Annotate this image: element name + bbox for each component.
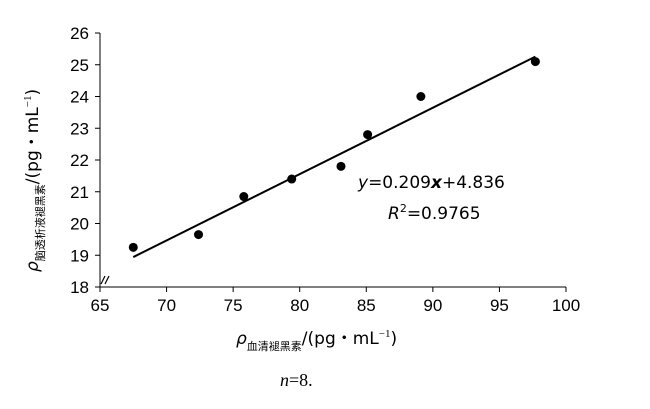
y-tick-label: 25: [70, 56, 89, 75]
r-squared-label: R2=0.9765: [388, 202, 481, 224]
x-axis-label: ρ血清褪黑素/(pg・mL−1): [236, 328, 397, 353]
x-tick-label: 70: [157, 296, 176, 315]
caption-rest: =8.: [289, 370, 313, 390]
x-tick-label: 75: [224, 296, 243, 315]
trend-line: [132, 55, 536, 258]
equation-y-var: y: [357, 173, 369, 193]
y-tick-label: 20: [70, 215, 89, 234]
x-axis-label-exp: −1: [379, 328, 391, 340]
axis-break-stroke: [100, 275, 106, 285]
y-tick-label: 26: [70, 24, 89, 43]
x-axis-ticks: 65 70 75 80 85 90 95 100: [91, 287, 580, 315]
data-points: [128, 57, 540, 252]
x-axis-label-sub: 血清褪黑素: [247, 339, 302, 353]
y-tick-label: 21: [70, 183, 89, 202]
data-point: [530, 57, 540, 67]
y-tick-label: 18: [70, 278, 89, 297]
y-tick-label: 23: [70, 119, 89, 138]
data-point: [194, 230, 204, 240]
x-tick-label: 85: [357, 296, 376, 315]
data-point: [239, 192, 249, 202]
data-point: [336, 161, 346, 171]
y-axis-label-unit: /(pg・mL: [23, 107, 43, 185]
data-point: [416, 92, 426, 101]
x-axis-label-close: ): [391, 329, 398, 349]
data-point: [363, 130, 373, 140]
equation-label: y=0.209x+4.836: [357, 173, 505, 193]
caption-n-var: n: [280, 370, 289, 390]
x-tick-label: 65: [91, 296, 110, 315]
y-axis-label-exp: −1: [22, 96, 34, 108]
axis-break-stroke: [104, 275, 110, 285]
x-tick-label: 80: [290, 296, 309, 315]
y-axis-label-symbol: ρ: [23, 261, 43, 272]
sample-size-caption: n=8.: [280, 370, 313, 391]
x-axis-label-symbol: ρ: [236, 329, 247, 349]
data-point: [128, 242, 138, 252]
equation-x-var: x: [430, 173, 443, 193]
y-axis-label: ρ脑透析液褪黑素/(pg・mL−1): [22, 89, 47, 272]
x-tick-label: 95: [490, 296, 509, 315]
y-axis-label-sub: 脑透析液褪黑素: [33, 184, 47, 261]
y-tick-label: 24: [70, 88, 89, 107]
r-squared-r: R: [388, 204, 400, 224]
r-squared-sup: 2: [400, 202, 407, 215]
equation-tail: +4.836: [442, 173, 505, 193]
equation-mid: =0.209: [368, 173, 431, 193]
x-tick-label: 90: [423, 296, 442, 315]
y-tick-label: 22: [70, 151, 89, 170]
y-axis-ticks: 18 19 20 21 22 23 24 25 26: [70, 24, 100, 297]
axis-break-mark: [100, 275, 110, 285]
y-tick-label: 19: [70, 246, 89, 265]
x-tick-label: 100: [552, 296, 580, 315]
y-axis-label-close: ): [23, 89, 43, 96]
x-axis-label-unit: /(pg・mL: [302, 329, 380, 349]
data-point: [287, 174, 297, 184]
r-squared-value: =0.9765: [407, 204, 481, 224]
